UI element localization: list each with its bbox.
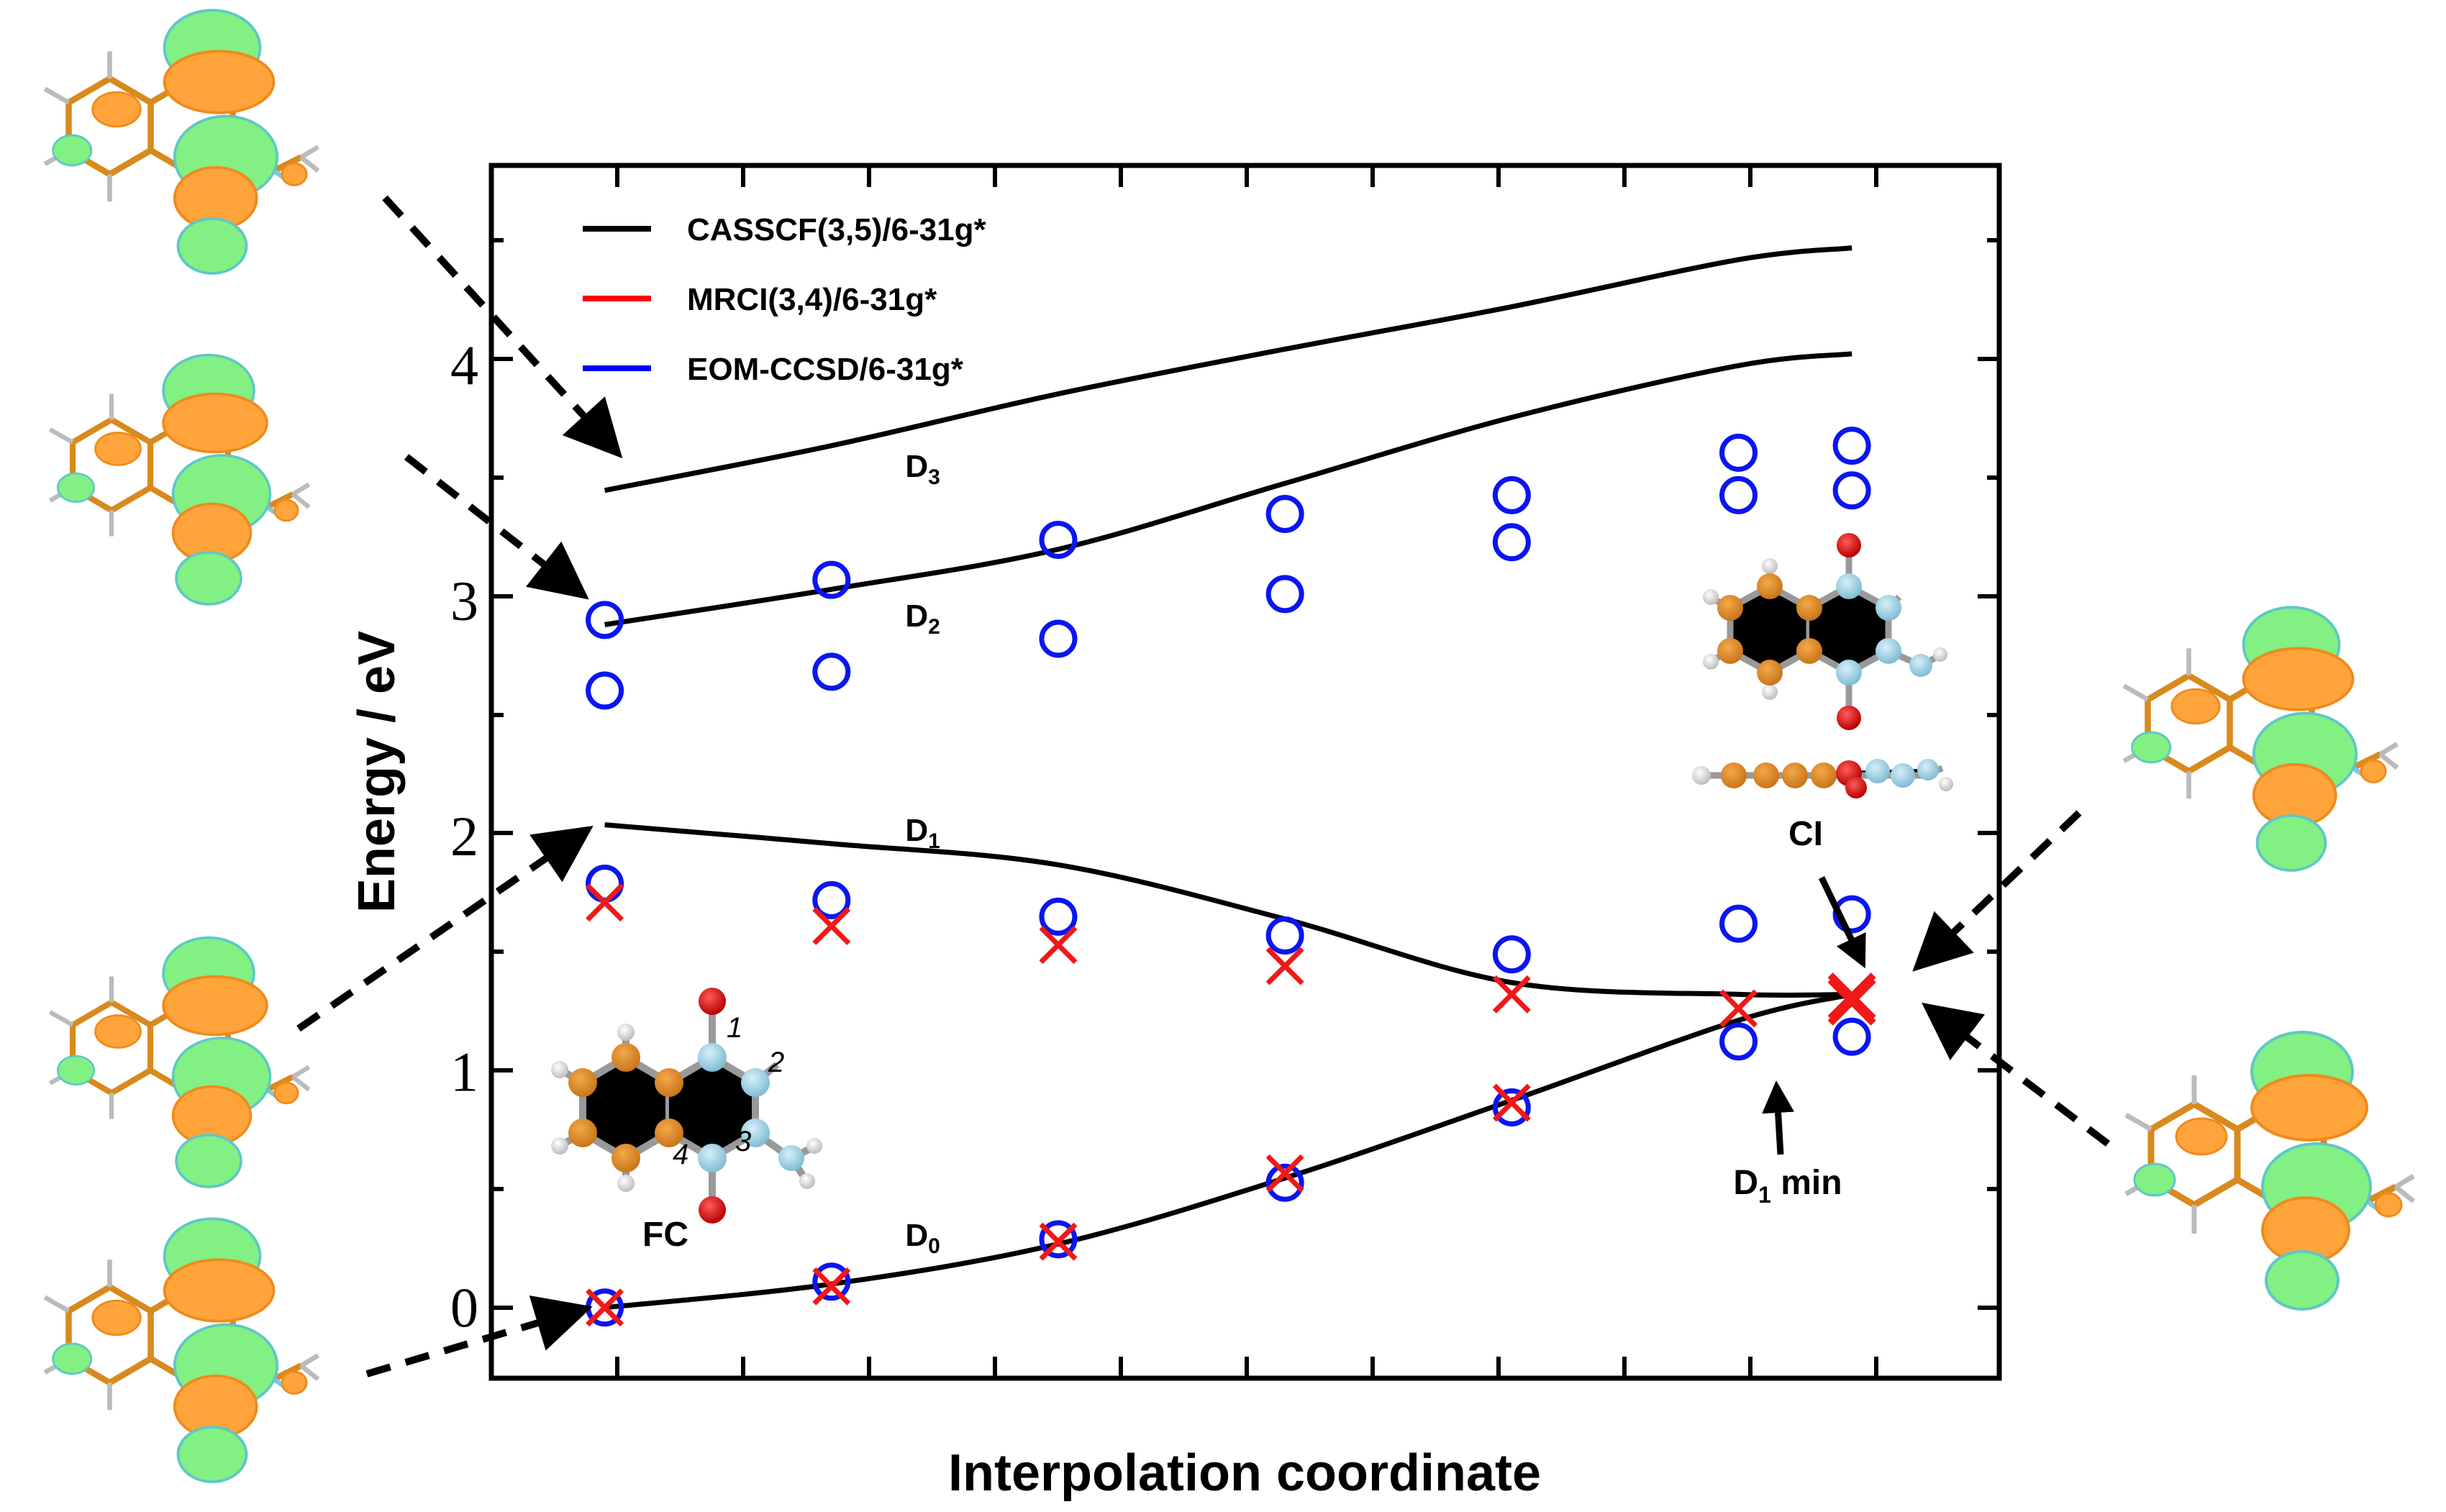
legend-label-0: CASSCF(3,5)/6-31g*: [687, 212, 987, 247]
dashed-arrow-d1: [296, 825, 594, 1032]
d1-min-label-sub: 1: [1758, 1182, 1771, 1208]
eomccsd-point: [586, 865, 624, 903]
fc-molecule-structure: 1 2 3 4: [551, 988, 822, 1224]
y-tick-label-4: 4: [450, 334, 478, 396]
d1-min-label: D1 min: [1733, 1164, 1842, 1208]
casscf-line-d2: [604, 351, 1852, 627]
y-tick-label-0: 0: [450, 1276, 478, 1339]
orbital-image-ci-lower: [2126, 1032, 2414, 1309]
atom-number-2: 2: [768, 1047, 784, 1078]
casscf-line-d3: [604, 245, 1852, 493]
ci-molecule-structure: [1692, 533, 1953, 798]
y-axis-title: Energy / eV: [348, 631, 406, 913]
atom-number-4: 4: [673, 1139, 688, 1170]
eomccsd-point: [1265, 495, 1304, 534]
mrci-point: [1492, 975, 1531, 1014]
mrci-point: [586, 883, 624, 922]
eomccsd-point: [1719, 904, 1758, 943]
mrci-point: [1039, 1222, 1078, 1261]
legend-label-1: MRCI(3,4)/6-31g*: [687, 282, 937, 317]
mrci-point: [812, 906, 851, 945]
d1-min-label-rest: min: [1771, 1164, 1842, 1202]
state-label-base: D: [905, 1218, 928, 1253]
dashed-arrow-ci-upper: [1912, 810, 2082, 972]
eomccsd-point: [1265, 916, 1304, 955]
d1-min-label-base: D: [1733, 1164, 1758, 1202]
eomccsd-point: [1265, 575, 1304, 614]
eomccsd-point: [1039, 619, 1078, 658]
state-label-d0: D0: [905, 1218, 940, 1258]
eomccsd-point: [1832, 427, 1871, 465]
eomccsd-point: [812, 560, 851, 599]
eomccsd-point: [1492, 1088, 1531, 1127]
eomccsd-point: [1719, 475, 1758, 514]
y-tick-label-2: 2: [450, 805, 478, 867]
eomccsd-point: [1039, 1220, 1078, 1259]
state-label-d1: D1: [905, 813, 940, 853]
eomccsd-point: [812, 652, 851, 691]
orbital-image-ci-upper: [2124, 607, 2397, 870]
mrci-point: [1492, 1083, 1531, 1122]
mrci-point: [1265, 1154, 1304, 1193]
atom-number-3: 3: [735, 1126, 751, 1157]
mrci-point: [1265, 947, 1304, 985]
state-label-sub: 0: [928, 1234, 940, 1258]
eomccsd-point: [1492, 935, 1531, 974]
orbital-image-d3: [45, 10, 318, 273]
atom-number-1: 1: [727, 1012, 742, 1044]
orbital-image-d0: [45, 1219, 318, 1482]
fc-label: FC: [642, 1216, 688, 1254]
mrci-point: [1039, 926, 1078, 965]
ci-arrow: [1818, 876, 1866, 969]
x-axis-title: Interpolation coordinate: [948, 1444, 1541, 1502]
mrci-point: [1827, 973, 1876, 1021]
y-tick-label-1: 1: [450, 1040, 478, 1103]
eomccsd-point: [586, 601, 624, 639]
dashed-arrow-d2: [404, 454, 589, 600]
state-label-base: D: [905, 449, 928, 484]
state-label-d3: D3: [905, 449, 940, 489]
eomccsd-point: [1719, 1022, 1758, 1061]
eomccsd-point: [1039, 521, 1078, 560]
state-label-sub: 2: [928, 615, 940, 639]
axis-ticks: [491, 165, 1999, 1378]
state-label-base: D: [905, 598, 928, 634]
dashed-arrow-ci-lower: [1922, 1002, 2111, 1147]
eomccsd-point: [1832, 471, 1871, 510]
dashed-arrow-d0: [365, 1295, 593, 1377]
eomccsd-point: [1832, 1017, 1871, 1056]
orbital-image-d2: [50, 355, 309, 605]
eomccsd-point: [586, 671, 624, 710]
mrci-point: [1719, 989, 1758, 1028]
eomccsd-point: [1719, 433, 1758, 472]
casscf-line-d1: [604, 822, 1852, 998]
eomccsd-point: [812, 880, 851, 919]
state-label-sub: 3: [928, 465, 940, 489]
d1-min-arrow: [1762, 1080, 1795, 1155]
eomccsd-point: [1832, 895, 1871, 934]
eomccsd-point: [1492, 475, 1531, 514]
state-label-sub: 1: [928, 829, 940, 853]
y-tick-label-3: 3: [450, 570, 478, 632]
ci-label: CI: [1788, 815, 1823, 853]
eomccsd-point: [1492, 523, 1531, 562]
state-label-d2: D2: [905, 598, 940, 639]
state-label-base: D: [905, 813, 928, 848]
eomccsd-point: [1265, 1163, 1304, 1202]
dashed-arrow-d3: [382, 195, 623, 459]
mrci-point: [586, 1288, 624, 1327]
eomccsd-point: [812, 1262, 851, 1301]
orbital-image-d1: [50, 938, 309, 1188]
mrci-point: [812, 1267, 851, 1306]
eomccsd-point: [1039, 897, 1078, 936]
legend-label-2: EOM-CCSD/6-31g*: [687, 352, 964, 387]
